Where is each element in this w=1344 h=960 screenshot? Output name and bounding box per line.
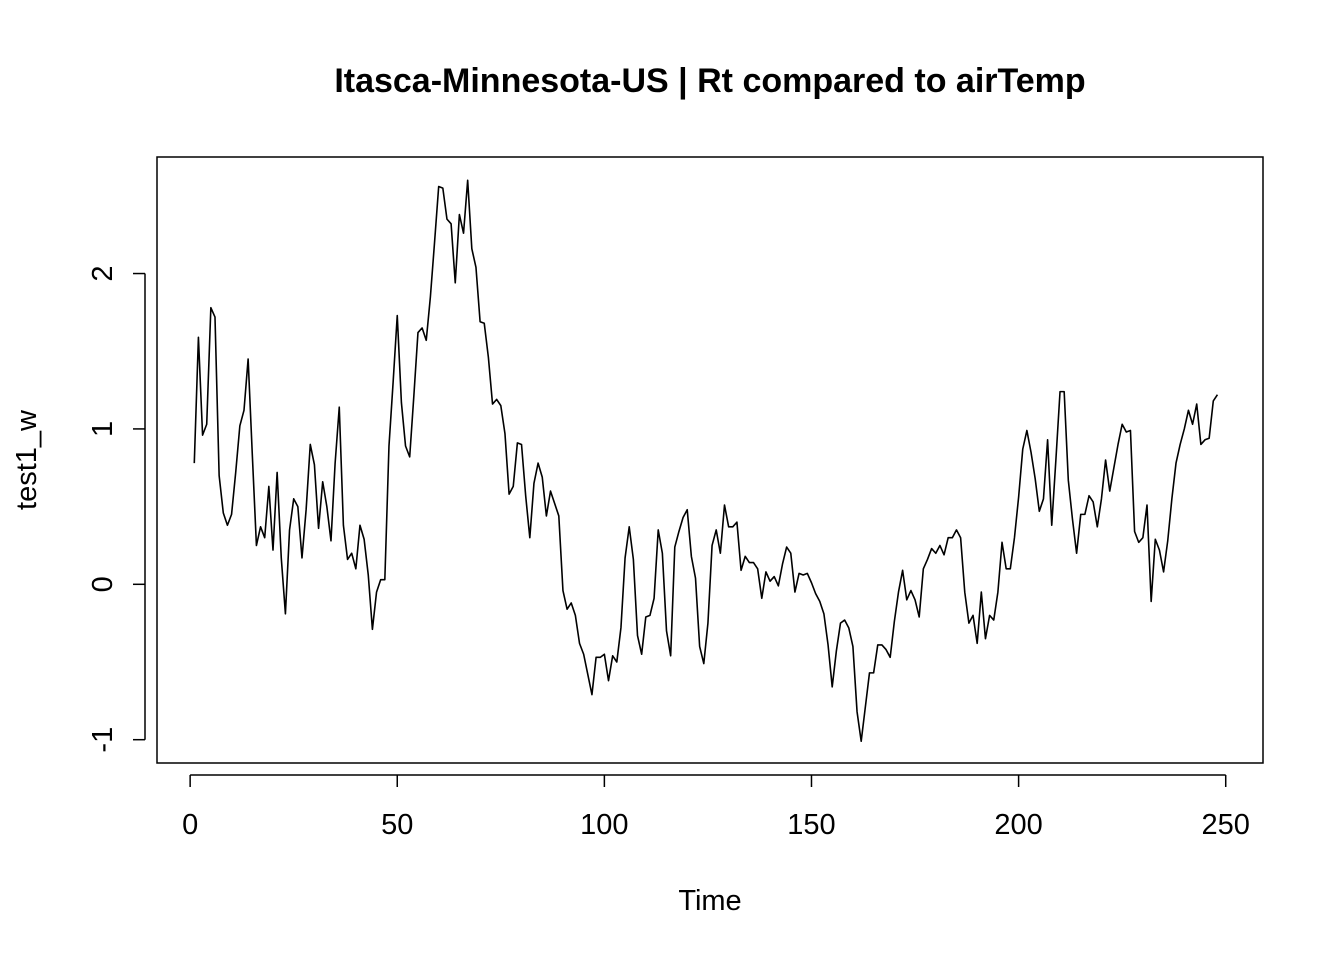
y-axis: -1 0 1 2 [87,265,146,753]
x-tick-label: 50 [381,809,413,841]
x-tick-label: 200 [994,809,1042,841]
y-tick-label: 1 [87,421,119,437]
x-tick-label: 100 [580,809,628,841]
y-axis-label: test1_w [11,409,43,510]
x-tick-label: 250 [1202,809,1250,841]
x-tick-label: 150 [787,809,835,841]
series-points [193,179,1218,742]
y-tick-label: -1 [87,727,119,753]
y-tick-label: 0 [87,576,119,592]
chart-title: Itasca-Minnesota-US | Rt compared to air… [334,62,1085,100]
y-tick-label: 2 [87,265,119,281]
x-axis: 0 50 100 150 200 250 [182,774,1250,841]
x-tick-label: 0 [182,809,198,841]
x-axis-label: Time [678,885,741,917]
plot-area-border [156,156,1264,764]
series-line [193,179,1219,743]
